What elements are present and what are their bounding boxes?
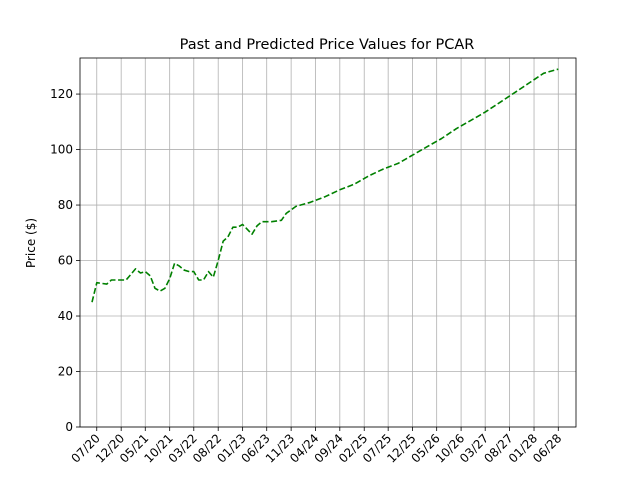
chart-title: Past and Predicted Price Values for PCAR	[180, 37, 475, 53]
y-tick-label: 40	[58, 309, 73, 323]
plot-frame	[79, 57, 577, 428]
grid-lines	[80, 58, 576, 428]
price-series-line	[91, 68, 559, 303]
y-tick-label: 80	[58, 198, 73, 212]
y-axis-ticks: 0 20 40 60 80 100 120	[50, 87, 80, 434]
series-layer	[91, 68, 559, 303]
y-tick-label: 0	[65, 420, 73, 434]
y-tick-label: 120	[50, 87, 73, 101]
y-tick-label: 60	[58, 254, 73, 268]
y-tick-label: 100	[50, 143, 73, 157]
y-axis-label: Price ($)	[24, 218, 38, 268]
y-tick-label: 20	[58, 365, 73, 379]
